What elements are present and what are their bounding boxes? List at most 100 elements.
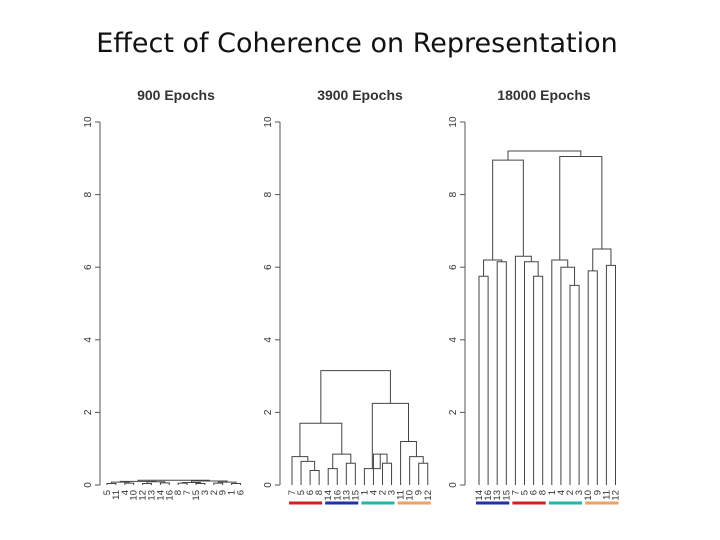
leaf-label: 6 bbox=[236, 490, 247, 495]
leaf-label: 4 bbox=[368, 490, 379, 495]
leaf-label: 13 bbox=[492, 490, 503, 501]
dendrogram-link bbox=[507, 150, 582, 161]
leaf-label: 15 bbox=[191, 490, 202, 501]
dendrogram-link bbox=[524, 261, 539, 485]
dendrogram-link bbox=[409, 456, 424, 485]
y-tick-label: 6 bbox=[263, 264, 274, 270]
leaf-label: 15 bbox=[350, 490, 361, 501]
leaf-label: 5 bbox=[520, 490, 531, 495]
dendrogram-link bbox=[382, 462, 393, 485]
dendrogram-link bbox=[551, 259, 569, 485]
leaf-label: 12 bbox=[611, 490, 622, 501]
dendrogram-link bbox=[159, 482, 170, 485]
dendrogram-link bbox=[231, 483, 241, 485]
y-tick-label: 6 bbox=[83, 264, 94, 270]
dendrogram-link bbox=[587, 270, 598, 485]
dendrogram-link bbox=[309, 469, 320, 485]
y-tick-label: 2 bbox=[83, 409, 94, 415]
leaf-label: 9 bbox=[218, 490, 229, 495]
dendrogram-link bbox=[478, 275, 489, 485]
leaf-label: 6 bbox=[529, 490, 540, 495]
dendrogram-link bbox=[592, 248, 612, 271]
dendrogram-link bbox=[106, 483, 117, 485]
dendrogram-link bbox=[320, 370, 391, 424]
dendrogram-link bbox=[327, 468, 338, 485]
panel-title: 3900 Epochs bbox=[317, 87, 403, 103]
leaf-label: 10 bbox=[129, 490, 140, 501]
dendrogram-link bbox=[371, 402, 410, 469]
dendrogram-link bbox=[400, 440, 417, 485]
y-tick-label: 4 bbox=[448, 337, 459, 343]
leaf-label: 7 bbox=[510, 490, 521, 495]
leaf-label: 10 bbox=[405, 490, 416, 501]
leaf-label: 11 bbox=[601, 490, 612, 500]
leaf-label: 3 bbox=[200, 490, 211, 495]
dendrogram-link bbox=[177, 482, 188, 485]
panel-18000-epochs: 18000 Epochs0246810141613157568142310911… bbox=[448, 87, 622, 505]
y-tick-label: 2 bbox=[448, 409, 459, 415]
dendrogram-link bbox=[300, 460, 316, 485]
y-tick-label: 0 bbox=[83, 482, 94, 488]
leaf-label: 4 bbox=[120, 490, 131, 495]
leaf-label: 16 bbox=[332, 490, 343, 501]
y-tick-label: 8 bbox=[263, 191, 274, 197]
panel-title: 18000 Epochs bbox=[497, 87, 591, 103]
leaf-label: 15 bbox=[501, 490, 512, 501]
dendrogram-link bbox=[137, 479, 210, 482]
leaf-label: 13 bbox=[147, 490, 158, 501]
dendrogram-link bbox=[142, 483, 152, 485]
y-tick-label: 8 bbox=[448, 191, 459, 197]
dendrogram-link bbox=[492, 159, 524, 260]
leaf-label: 3 bbox=[387, 490, 398, 495]
dendrogram-link bbox=[124, 482, 135, 485]
y-tick-label: 10 bbox=[263, 116, 274, 128]
y-tick-label: 10 bbox=[448, 116, 459, 128]
panel-title: 900 Epochs bbox=[137, 87, 215, 103]
dendrogram-link bbox=[195, 483, 206, 485]
leaf-label: 2 bbox=[209, 490, 220, 495]
leaf-label: 14 bbox=[155, 490, 166, 501]
leaf-label: 14 bbox=[323, 490, 334, 501]
panel-3900-epochs: 3900 Epochs02468107568141613151423111091… bbox=[263, 87, 434, 505]
dendrogram-link bbox=[345, 462, 356, 485]
leaf-label: 8 bbox=[173, 490, 184, 495]
dendrogram-link bbox=[569, 284, 580, 485]
leaf-label: 9 bbox=[414, 490, 425, 495]
y-tick-label: 10 bbox=[83, 116, 94, 128]
leaf-label: 8 bbox=[314, 490, 325, 495]
dendrogram-link bbox=[483, 259, 503, 277]
leaf-label: 8 bbox=[538, 490, 549, 495]
dendrogram-link bbox=[559, 155, 603, 260]
leaf-label: 14 bbox=[474, 490, 485, 501]
leaf-label: 10 bbox=[583, 490, 594, 501]
leaf-label: 7 bbox=[182, 490, 193, 495]
leaf-label: 4 bbox=[556, 490, 567, 495]
dendrogram-link bbox=[496, 261, 507, 485]
leaf-label: 3 bbox=[574, 490, 585, 495]
leaf-label: 5 bbox=[296, 490, 307, 495]
dendrogram-link bbox=[299, 422, 343, 457]
leaf-label: 12 bbox=[423, 490, 434, 501]
dendrogram-link bbox=[605, 264, 616, 485]
leaf-label: 1 bbox=[359, 490, 370, 495]
leaf-label: 7 bbox=[287, 490, 298, 495]
dendrogram-link bbox=[514, 255, 532, 485]
dendrogram-link bbox=[332, 453, 352, 469]
leaf-label: 11 bbox=[111, 490, 122, 500]
leaf-label: 9 bbox=[592, 490, 603, 495]
dendrogram-link bbox=[418, 462, 429, 485]
leaf-label: 13 bbox=[341, 490, 352, 501]
leaf-label: 11 bbox=[396, 490, 407, 500]
dendrogram-link bbox=[213, 482, 224, 485]
y-tick-label: 4 bbox=[263, 337, 274, 343]
leaf-label: 16 bbox=[483, 490, 494, 501]
y-tick-label: 6 bbox=[448, 264, 459, 270]
slide-title: Effect of Coherence on Representation bbox=[96, 28, 618, 59]
y-tick-label: 2 bbox=[263, 409, 274, 415]
leaf-label: 1 bbox=[227, 490, 238, 495]
leaf-label: 1 bbox=[547, 490, 558, 495]
dendrogram-link bbox=[533, 275, 544, 485]
y-tick-label: 0 bbox=[448, 482, 459, 488]
dendrogram-link bbox=[560, 266, 576, 485]
